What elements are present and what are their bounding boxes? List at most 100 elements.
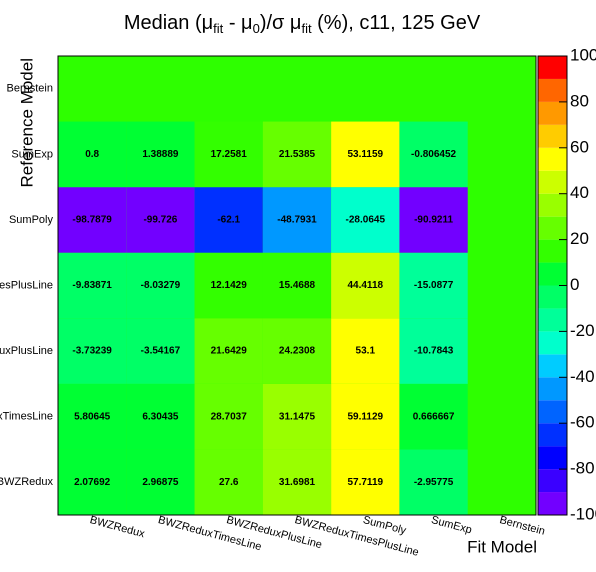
- heatmap-cell: [399, 252, 468, 319]
- heatmap-cell: [194, 449, 263, 515]
- heatmap-cell: [262, 449, 332, 515]
- y-tick-label: BWZReduxTimesPlusLine: [0, 279, 53, 291]
- colorbar-segment: [538, 354, 567, 378]
- colorbar-segment: [538, 78, 567, 102]
- colorbar-tick-label: 60: [570, 137, 589, 156]
- heatmap-cell: [126, 449, 195, 515]
- heatmap-cell: [399, 449, 468, 515]
- cell-label: -98.7879: [72, 215, 112, 226]
- heatmap-cell: [399, 121, 468, 188]
- colorbar-segment: [538, 423, 567, 447]
- colorbar-tick-label: -40: [570, 367, 595, 386]
- heatmap-cell: [58, 187, 127, 253]
- heatmap-cell: [126, 187, 195, 253]
- heatmap-cell: [262, 383, 332, 450]
- y-axis-title: Reference Model: [17, 58, 36, 187]
- cell-label: 28.7037: [211, 411, 248, 422]
- colorbar-tick-label: 20: [570, 229, 589, 248]
- colorbar-segment: [538, 308, 567, 332]
- cell-label: 31.6981: [279, 477, 316, 488]
- title-subscript: fit: [301, 21, 312, 36]
- cell-label: -3.73239: [72, 346, 112, 357]
- cell-label: 1.38889: [142, 149, 179, 160]
- colorbar-segment: [538, 262, 567, 286]
- heatmap-cell: [262, 252, 332, 319]
- cell-label: 12.1429: [211, 280, 248, 291]
- colorbar-tick-label: -60: [570, 413, 595, 432]
- cell-label: 59.1129: [347, 411, 383, 422]
- heatmap-cell: [194, 252, 263, 319]
- cell-label: -8.03279: [141, 280, 181, 291]
- x-tick-label: SumExp: [430, 514, 473, 536]
- cell-label: 53.1159: [347, 149, 383, 160]
- cell-label: 0.8: [85, 149, 99, 160]
- cell-label: -15.0877: [414, 280, 454, 291]
- heatmap-cell: [58, 449, 127, 515]
- heatmap-cell: [58, 252, 127, 319]
- title-subscript: 0: [253, 21, 260, 36]
- heatmap-cell: [58, 121, 127, 188]
- colorbar-segment: [538, 147, 567, 171]
- cell-label: 21.5385: [279, 149, 316, 160]
- heatmap-cell: [262, 187, 332, 253]
- colorbar-segment: [538, 101, 567, 125]
- cell-label: -2.95775: [414, 477, 454, 488]
- heatmap-cell: [399, 318, 468, 384]
- y-tick-label: Bernstein: [7, 83, 53, 95]
- y-tick-label: SumExp: [11, 148, 53, 160]
- colorbar-segment: [538, 492, 567, 515]
- colorbar-tick-label: 0: [570, 275, 579, 294]
- cell-label: 57.7119: [347, 477, 383, 488]
- cell-label: -10.7843: [414, 346, 454, 357]
- heatmap-cell: [194, 383, 263, 450]
- colorbar-segment: [538, 239, 567, 263]
- colorbar-segment: [538, 193, 567, 217]
- heatmap-cell: [399, 187, 468, 253]
- cell-label: 27.6: [219, 477, 239, 488]
- heatmap-cell: [126, 252, 195, 319]
- heatmap-cell: [58, 318, 127, 384]
- heatmap-cell: [399, 383, 468, 450]
- colorbar-tick-label: -100: [570, 504, 596, 523]
- cell-label: 17.2581: [211, 149, 248, 160]
- title-text: (%), c11, 125 GeV: [312, 12, 481, 34]
- heatmap-cell: [58, 383, 127, 450]
- heatmap-cell: [194, 318, 263, 384]
- heatmap-cell: [194, 121, 263, 188]
- colorbar-tick-label: -20: [570, 321, 595, 340]
- heatmap-cell: [126, 318, 195, 384]
- plot-border: [57, 55, 537, 516]
- cell-label: 0.666667: [413, 411, 455, 422]
- colorbar-tick-label: 80: [570, 91, 589, 110]
- colorbar-segment: [538, 124, 567, 148]
- colorbar-segment: [538, 400, 567, 424]
- colorbar-segment: [538, 216, 567, 240]
- cell-label: -62.1: [217, 215, 240, 226]
- cell-label: 44.4118: [347, 280, 383, 291]
- colorbar-segment: [538, 446, 567, 470]
- y-tick-label: BWZReduxTimesLine: [0, 411, 53, 423]
- cell-label: 2.96875: [142, 477, 179, 488]
- colorbar-tick-label: 100: [570, 45, 596, 64]
- heatmap-cell: [331, 449, 400, 515]
- chart-title: Median (μfit - μ0)/σ μfit (%), c11, 125 …: [124, 12, 481, 36]
- colorbar-segment: [538, 469, 567, 493]
- heatmap-cell: [194, 187, 263, 253]
- heatmap-cell: [262, 121, 332, 188]
- y-tick-label: BWZRedux: [0, 476, 53, 488]
- colorbar-tick-label: 40: [570, 183, 589, 202]
- heatmap-cell: [331, 187, 400, 253]
- cell-label: -48.7931: [277, 215, 317, 226]
- heatmap-cell: [262, 318, 332, 384]
- cell-label: -99.726: [143, 215, 177, 226]
- y-tick-label: BWZReduxPlusLine: [0, 345, 53, 357]
- heatmap-cell: [331, 252, 400, 319]
- cell-label: 5.80645: [74, 411, 111, 422]
- cell-label: -3.54167: [141, 346, 181, 357]
- cell-label: 21.6429: [211, 346, 248, 357]
- x-tick-label: Bernstein: [498, 514, 546, 538]
- heatmap-cell: [126, 121, 195, 188]
- cell-label: 31.1475: [279, 411, 316, 422]
- heatmap-cell: [331, 318, 400, 384]
